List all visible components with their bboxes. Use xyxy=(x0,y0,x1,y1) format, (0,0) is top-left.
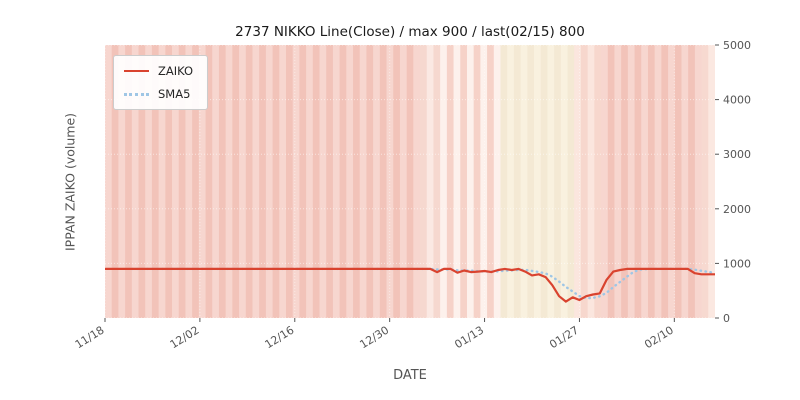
svg-text:01/27: 01/27 xyxy=(547,324,581,352)
svg-text:02/10: 02/10 xyxy=(642,324,676,352)
svg-text:12/30: 12/30 xyxy=(357,324,391,352)
svg-text:5000: 5000 xyxy=(723,39,751,52)
svg-text:12/16: 12/16 xyxy=(263,324,297,352)
legend-label-sma5: SMA5 xyxy=(158,87,191,101)
chart-title: 2737 NIKKO Line(Close) / max 900 / last(… xyxy=(235,24,585,40)
y-axis-label: IPPAN ZAIKO (volume) xyxy=(62,112,78,252)
sma5-line-swatch xyxy=(124,92,149,96)
svg-text:12/02: 12/02 xyxy=(168,324,202,352)
zaiko-line-swatch xyxy=(124,70,149,72)
svg-text:3000: 3000 xyxy=(723,148,751,161)
legend-entry-sma5: SMA5 xyxy=(124,87,193,101)
x-axis-label: DATE xyxy=(393,368,427,383)
svg-text:2000: 2000 xyxy=(723,203,751,216)
svg-text:1000: 1000 xyxy=(723,257,751,270)
svg-text:01/13: 01/13 xyxy=(452,324,486,352)
legend-entry-zaiko: ZAIKO xyxy=(124,64,193,78)
svg-text:11/18: 11/18 xyxy=(73,324,107,352)
legend: ZAIKO SMA5 xyxy=(113,55,209,110)
svg-text:4000: 4000 xyxy=(723,94,751,107)
svg-text:0: 0 xyxy=(723,312,730,325)
legend-label-zaiko: ZAIKO xyxy=(158,64,194,78)
